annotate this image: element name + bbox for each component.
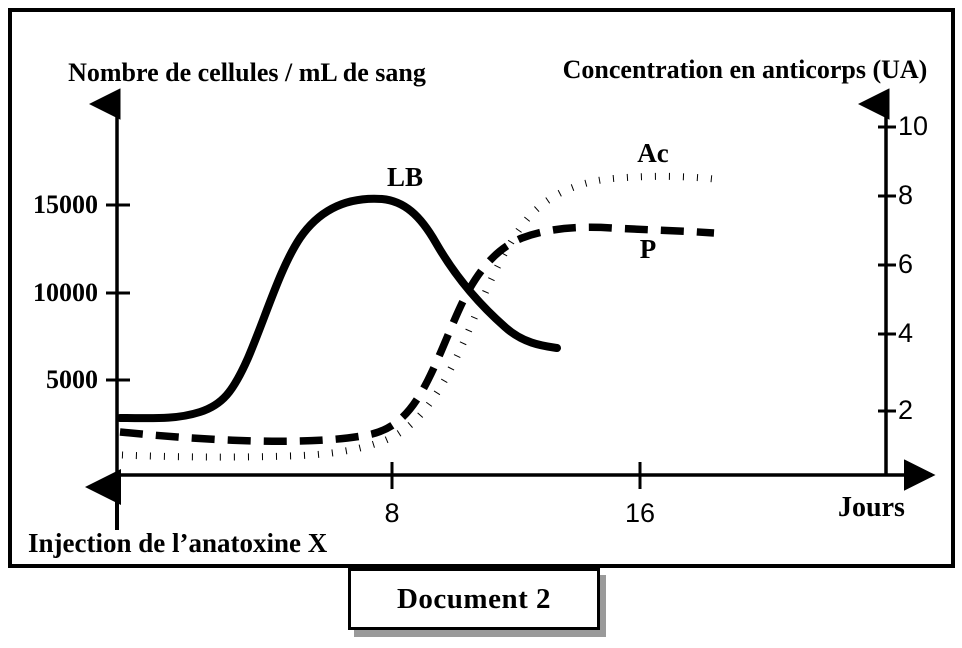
caption-box: Document 2 [348,568,600,630]
right-y-axis [858,88,896,475]
caption-label: Document 2 [396,582,551,615]
right-axis-title: Concentration en anticorps (UA) [562,55,928,84]
x-axis-name: Jours [838,492,905,523]
curve-label-p: P [639,234,657,264]
y2tick-label-6: 6 [898,249,914,279]
xtick-label-16: 16 [624,498,656,528]
xtick-label-8: 8 [384,498,400,528]
x-axis [117,459,936,491]
series-curve-lb [116,194,561,423]
ytick-label-10000: 10000 [33,278,98,307]
curve-label-lb: LB [386,162,424,192]
curve-label-ac: Ac [637,138,669,168]
y2tick-label-8: 8 [898,180,914,210]
injection-annotation: Injection de l’anatoxine X [28,528,328,558]
ytick-label-5000: 5000 [46,365,98,394]
ytick-label-15000: 15000 [33,190,98,219]
y2tick-label-2: 2 [898,395,914,425]
y2tick-label-4: 4 [898,318,914,348]
left-y-axis [89,88,130,475]
left-axis-title: Nombre de cellules / mL de sang [68,58,426,87]
y2tick-label-10: 10 [898,111,929,141]
series-curve-p [119,223,715,445]
